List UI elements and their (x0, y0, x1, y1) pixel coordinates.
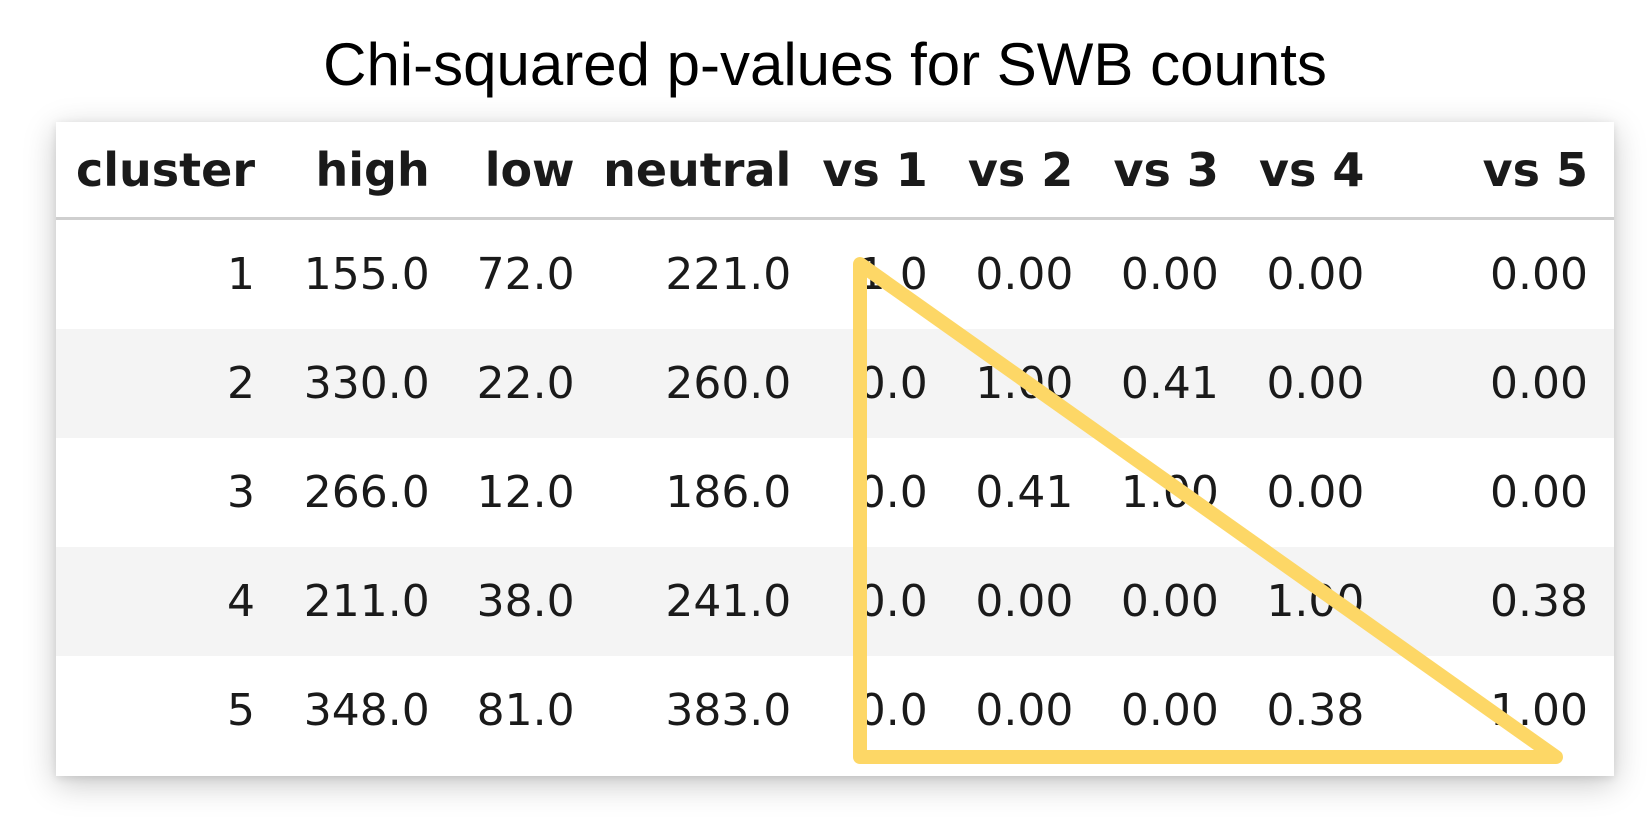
table-cell: 0.0 (817, 329, 954, 438)
table-cell: 0.00 (1390, 329, 1614, 438)
column-header-vs-2: vs 2 (953, 122, 1100, 220)
table-cell: 0.0 (817, 656, 954, 765)
table-cell: 383.0 (600, 656, 818, 765)
column-header-high: high (281, 122, 456, 220)
table-cell: 211.0 (281, 547, 456, 656)
table-cell: 0.00 (1390, 438, 1614, 547)
table-cell: 1.0 (817, 218, 954, 329)
table-row: 1 155.0 72.0 221.0 1.0 0.00 0.00 0.00 0.… (56, 218, 1614, 329)
table-cell: 348.0 (281, 656, 456, 765)
dataframe-card: cluster high low neutral vs 1 vs 2 vs 3 … (56, 122, 1614, 776)
table-cell: 241.0 (600, 547, 818, 656)
table-cell: 1.00 (1390, 656, 1614, 765)
table-cell: 0.00 (1244, 329, 1391, 438)
table-row: 3 266.0 12.0 186.0 0.0 0.41 1.00 0.00 0.… (56, 438, 1614, 547)
table-cell: 0.00 (1244, 438, 1391, 547)
table-cell: 22.0 (455, 329, 601, 438)
table-cell: 0.00 (1099, 656, 1245, 765)
table-cell: 260.0 (600, 329, 818, 438)
p-value-table: cluster high low neutral vs 1 vs 2 vs 3 … (56, 122, 1614, 765)
header-row: cluster high low neutral vs 1 vs 2 vs 3 … (56, 122, 1614, 220)
table-cell: 3 (56, 438, 282, 547)
table-cell: 221.0 (600, 218, 818, 329)
page-title: Chi-squared p-values for SWB counts (323, 31, 1327, 98)
column-header-neutral: neutral (600, 122, 818, 220)
table-cell: 0.00 (953, 656, 1100, 765)
column-header-vs-3: vs 3 (1099, 122, 1245, 220)
table-cell: 38.0 (455, 547, 601, 656)
table-cell: 81.0 (455, 656, 601, 765)
table-cell: 5 (56, 656, 282, 765)
table-cell: 0.00 (1244, 218, 1391, 329)
table-cell: 0.0 (817, 438, 954, 547)
table-cell: 266.0 (281, 438, 456, 547)
table-cell: 1.00 (1244, 547, 1391, 656)
column-header-vs-4: vs 4 (1244, 122, 1391, 220)
column-header-low: low (455, 122, 601, 220)
table-cell: 1.00 (953, 329, 1100, 438)
column-header-vs-5: vs 5 (1390, 122, 1614, 220)
table-cell: 0.00 (953, 218, 1100, 329)
column-header-cluster: cluster (56, 122, 282, 220)
table-cell: 186.0 (600, 438, 818, 547)
table-cell: 0.38 (1244, 656, 1391, 765)
table-cell: 155.0 (281, 218, 456, 329)
table-cell: 4 (56, 547, 282, 656)
table-cell: 0.00 (1099, 547, 1245, 656)
table-cell: 2 (56, 329, 282, 438)
table-cell: 0.00 (1390, 218, 1614, 329)
table-cell: 12.0 (455, 438, 601, 547)
table-cell: 0.38 (1390, 547, 1614, 656)
table-row: 4 211.0 38.0 241.0 0.0 0.00 0.00 1.00 0.… (56, 547, 1614, 656)
table-cell: 0.00 (953, 547, 1100, 656)
table-cell: 72.0 (455, 218, 601, 329)
table-cell: 0.0 (817, 547, 954, 656)
table-row: 2 330.0 22.0 260.0 0.0 1.00 0.41 0.00 0.… (56, 329, 1614, 438)
table-cell: 1 (56, 218, 282, 329)
table-row: 5 348.0 81.0 383.0 0.0 0.00 0.00 0.38 1.… (56, 656, 1614, 765)
column-header-vs-1: vs 1 (817, 122, 954, 220)
table-cell: 0.41 (1099, 329, 1245, 438)
table-cell: 1.00 (1099, 438, 1245, 547)
table-cell: 0.00 (1099, 218, 1245, 329)
table-cell: 330.0 (281, 329, 456, 438)
table-cell: 0.41 (953, 438, 1100, 547)
